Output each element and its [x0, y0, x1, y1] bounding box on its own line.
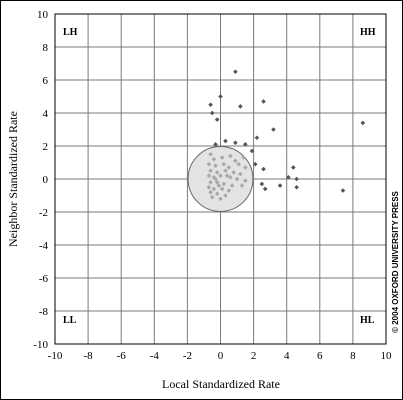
- x-tick-label: 6: [317, 350, 323, 362]
- data-point: [291, 165, 296, 170]
- data-point-inside: [214, 180, 220, 185]
- quadrant-label-top-right: HH: [360, 27, 376, 38]
- y-axis-title: Neighbor Standardized Rate: [6, 111, 20, 247]
- data-point: [294, 176, 299, 182]
- data-point-inside: [206, 173, 212, 178]
- data-point-inside: [218, 196, 223, 202]
- x-tick-label: -10: [48, 350, 63, 362]
- y-tick-label: 8: [43, 42, 49, 54]
- data-point-inside: [211, 186, 217, 192]
- quadrant-label-bottom-right: HL: [360, 315, 375, 326]
- data-point-inside: [224, 173, 230, 178]
- data-point: [208, 102, 213, 108]
- data-point-inside: [206, 161, 212, 167]
- quadrant-label-top-left: LH: [63, 27, 78, 38]
- x-tick-label: 4: [284, 350, 290, 362]
- data-point: [252, 161, 258, 167]
- data-point-inside: [236, 161, 242, 167]
- x-tick-label: 10: [381, 350, 393, 362]
- x-tick-label: 0: [218, 350, 224, 362]
- reference-circle: [187, 146, 254, 212]
- y-tick-label: -6: [39, 273, 49, 285]
- data-point: [294, 184, 299, 190]
- x-tick-label: -2: [183, 350, 192, 362]
- data-point-inside: [208, 151, 213, 157]
- data-point-inside: [219, 186, 225, 192]
- data-point-inside: [211, 156, 217, 162]
- x-tick-label: -4: [150, 350, 160, 362]
- plot-area-border: [54, 13, 387, 345]
- data-point-inside: [239, 183, 245, 188]
- y-tick-label: -4: [39, 240, 49, 252]
- data-point-inside: [208, 168, 213, 174]
- data-point: [233, 69, 238, 75]
- y-axis-ticks: 10 8 6 4 2 0 -2 -4 -6 -8 -10: [33, 9, 48, 351]
- data-point-inside: [243, 165, 248, 170]
- data-point: [261, 99, 266, 104]
- data-points: [206, 69, 366, 202]
- data-point: [238, 104, 243, 109]
- data-point: [286, 175, 291, 180]
- data-point-inside: [208, 180, 213, 185]
- data-point-inside: [228, 175, 233, 180]
- copyright-notice: © 2004 OXFORD UNIVERSITY PRESS: [391, 190, 400, 332]
- data-point: [360, 120, 366, 126]
- data-point-inside: [233, 158, 238, 164]
- data-point-inside: [241, 155, 246, 160]
- data-point-inside: [213, 176, 218, 182]
- x-tick-label: -6: [117, 350, 127, 362]
- data-point-inside: [206, 184, 212, 190]
- data-point: [218, 94, 223, 99]
- data-point-inside: [228, 153, 233, 159]
- data-point: [259, 181, 265, 187]
- data-point: [271, 127, 276, 132]
- data-point-inside: [238, 171, 243, 177]
- data-point-inside: [216, 183, 222, 188]
- x-tick-label: 8: [350, 350, 356, 362]
- y-tick-label: 10: [37, 9, 49, 21]
- data-point: [262, 186, 268, 192]
- data-point-inside: [243, 178, 248, 183]
- data-point: [213, 142, 218, 147]
- data-point-inside: [226, 188, 232, 193]
- y-tick-label: 6: [43, 75, 49, 87]
- y-tick-label: -2: [39, 207, 48, 219]
- data-point-inside: [226, 165, 232, 170]
- data-point: [261, 166, 266, 172]
- quadrant-label-bottom-left: LL: [63, 315, 77, 326]
- data-point-inside: [208, 189, 213, 195]
- y-tick-label: 0: [43, 174, 49, 186]
- data-point-inside: [223, 193, 228, 198]
- data-point-inside: [229, 183, 235, 188]
- data-point: [277, 183, 283, 188]
- data-point: [340, 188, 346, 193]
- data-point: [209, 110, 215, 116]
- x-tick-label: 2: [251, 350, 257, 362]
- data-point-inside: [209, 194, 215, 200]
- data-point-inside: [223, 168, 228, 174]
- data-point: [249, 148, 255, 154]
- data-point-inside: [213, 163, 218, 169]
- data-point-inside: [221, 161, 227, 167]
- y-tick-label: 2: [43, 141, 49, 153]
- data-point: [214, 117, 220, 122]
- data-point: [233, 140, 238, 145]
- data-point-inside: [231, 170, 237, 175]
- data-point-inside: [234, 176, 240, 182]
- x-axis-title: Local Standardized Rate: [162, 377, 280, 391]
- data-point-inside: [218, 173, 223, 178]
- data-point: [243, 142, 248, 147]
- data-point-inside: [221, 181, 227, 187]
- data-point-inside: [214, 191, 220, 197]
- data-point-inside: [219, 155, 225, 160]
- data-point-inside: [214, 170, 220, 175]
- x-tick-label: -8: [84, 350, 94, 362]
- data-point: [254, 135, 260, 141]
- y-tick-label: -8: [39, 306, 49, 318]
- y-tick-label: -10: [33, 339, 48, 351]
- data-point: [223, 138, 228, 144]
- x-axis-ticks: -10 -8 -6 -4 -2 0 2 4 6 8 10: [48, 350, 392, 362]
- y-tick-label: 4: [43, 108, 49, 120]
